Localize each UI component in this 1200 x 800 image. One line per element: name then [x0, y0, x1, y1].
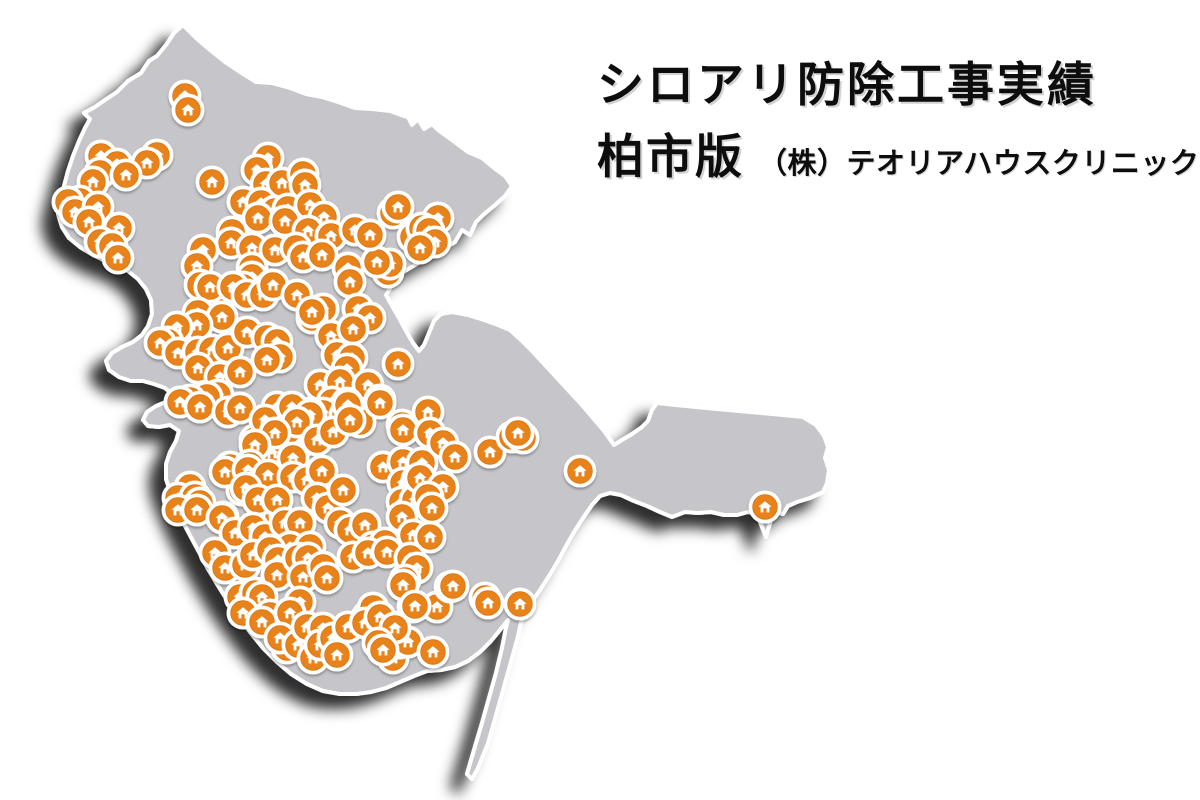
- work-site-marker: [436, 569, 470, 603]
- work-site-marker: [333, 403, 367, 437]
- company-name: （株）テオリアハウスクリニック: [758, 148, 1200, 181]
- work-site-marker: [381, 347, 415, 381]
- work-site-marker: [353, 218, 387, 252]
- work-site-marker: [748, 490, 782, 524]
- work-site-marker: [295, 295, 329, 329]
- work-site-marker: [415, 491, 449, 525]
- work-site-marker: [416, 635, 450, 669]
- work-site-marker: [109, 158, 143, 192]
- work-site-marker: [438, 440, 472, 474]
- work-site-marker: [183, 390, 217, 424]
- title-block: シロアリ防除工事実績 柏市版 （株）テオリアハウスクリニック: [597, 58, 1199, 187]
- work-site-marker: [403, 231, 437, 265]
- work-site-marker: [195, 165, 229, 199]
- work-site-marker: [310, 561, 344, 595]
- work-site-marker: [501, 416, 535, 450]
- work-site-marker: [326, 473, 360, 507]
- work-site-marker: [101, 241, 135, 275]
- page-title: シロアリ防除工事実績: [597, 58, 1097, 111]
- work-site-marker: [503, 587, 537, 621]
- city-edition-label: 柏市版: [597, 130, 744, 184]
- work-site-marker: [563, 454, 597, 488]
- work-site-marker: [171, 93, 205, 127]
- work-site-marker: [471, 586, 505, 620]
- work-site-marker: [366, 633, 400, 667]
- work-site-marker: [363, 386, 397, 420]
